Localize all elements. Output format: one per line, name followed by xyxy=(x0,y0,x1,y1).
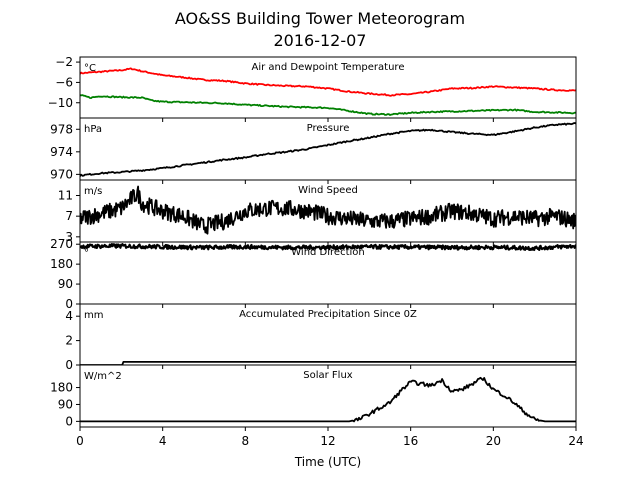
y-tick-label: −2 xyxy=(55,55,73,69)
y-tick-label: 7 xyxy=(65,209,73,223)
series-line-1 xyxy=(80,122,576,177)
y-tick-label: 4 xyxy=(65,309,73,323)
y-tick-label: 0 xyxy=(65,297,73,311)
panel-units: mm xyxy=(84,310,103,321)
y-tick-label: 180 xyxy=(50,381,73,395)
panel-title: Pressure xyxy=(307,123,350,134)
y-tick-label: 11 xyxy=(58,189,73,203)
y-tick-label: 970 xyxy=(50,167,73,181)
y-tick-label: 0 xyxy=(65,358,73,372)
panel-units: m/s xyxy=(84,186,102,197)
panel-title: Accumulated Precipitation Since 0Z xyxy=(239,309,417,320)
x-tick-label: 24 xyxy=(568,434,583,448)
x-tick-label: 12 xyxy=(320,434,335,448)
y-tick-label: 2 xyxy=(65,334,73,348)
series-line-1 xyxy=(80,243,576,252)
panel-title: Air and Dewpoint Temperature xyxy=(252,62,405,73)
panel-6: 0 90 180 W/m^2 Solar Flux 0 4 8 12 16 20 24 Time (UT… xyxy=(50,364,584,469)
panel-1: −2 −6 −10 °C Air and Dewpoint Temperature xyxy=(48,55,577,122)
panel-title: Solar Flux xyxy=(303,370,353,381)
y-tick-label: 90 xyxy=(58,397,73,411)
panel-title: Wind Direction xyxy=(291,247,365,258)
y-tick-label: 974 xyxy=(50,145,73,159)
x-tick-label: 8 xyxy=(242,434,250,448)
x-axis-label: Time (UTC) xyxy=(294,455,361,469)
x-tick-label: 4 xyxy=(159,434,167,448)
series-line-1 xyxy=(80,360,576,365)
series-line-1 xyxy=(80,376,576,423)
y-tick-label: 270 xyxy=(50,237,73,251)
series-line-2 xyxy=(80,94,576,116)
panel-units: hPa xyxy=(84,124,102,135)
panel-units: °C xyxy=(84,63,96,74)
y-tick-label: 978 xyxy=(50,122,73,136)
chart-title: AO&SS Building Tower Meteorogram xyxy=(175,9,465,28)
x-tick-label: 0 xyxy=(76,434,84,448)
panels-group: −2 −6 −10 °C Air and Dewpoint Temperature 970… xyxy=(48,55,584,469)
panel-units: W/m^2 xyxy=(84,371,122,382)
y-tick-label: 180 xyxy=(50,257,73,271)
y-tick-label: 90 xyxy=(58,277,73,291)
panel-units: ° xyxy=(84,248,89,259)
y-tick-label: 3 xyxy=(65,230,73,244)
y-tick-label: −10 xyxy=(48,96,73,110)
chart-subtitle: 2016-12-07 xyxy=(274,31,367,50)
series-line-1 xyxy=(80,67,576,97)
x-tick-label: 20 xyxy=(486,434,501,448)
y-tick-label: 0 xyxy=(65,414,73,428)
y-tick-label: −6 xyxy=(55,75,73,89)
series-line-1 xyxy=(80,185,576,235)
x-tick-label: 16 xyxy=(403,434,418,448)
panel-title: Wind Speed xyxy=(298,185,358,196)
